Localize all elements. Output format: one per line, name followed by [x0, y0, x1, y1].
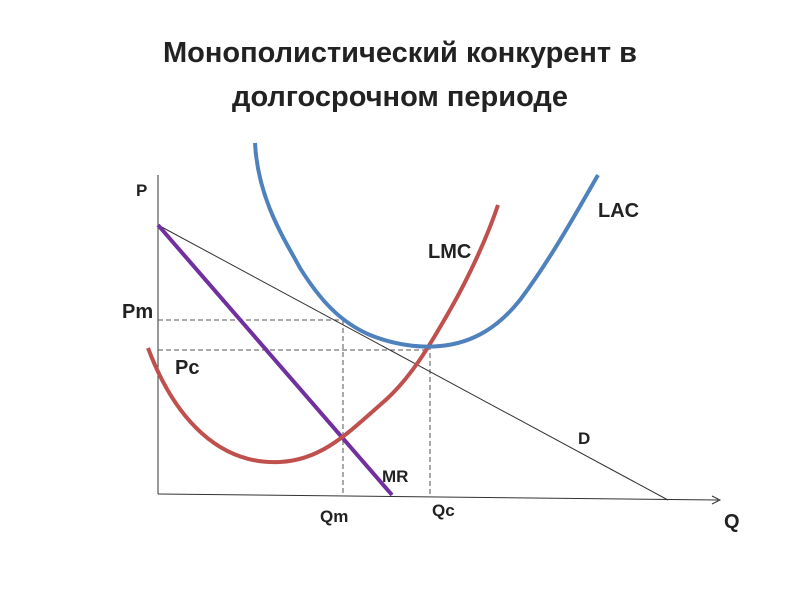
title: Монополистический конкурент в: [163, 37, 637, 69]
x-arrow: [711, 495, 722, 505]
x-axis: [157, 493, 719, 501]
title: долгосрочном периоде: [232, 81, 568, 113]
demand-line: [157, 224, 669, 501]
y-axis-label: P: [136, 181, 147, 200]
lmc-label: LMC: [428, 241, 471, 263]
lac-curve: [253, 142, 600, 349]
pc-label: Pc: [175, 357, 199, 379]
demand-label: D: [578, 429, 590, 448]
pm-label: Pm: [122, 301, 153, 323]
mr-label: MR: [382, 467, 408, 486]
qm-label: Qm: [320, 507, 348, 526]
x-axis-label: Q: [724, 511, 740, 533]
mr-line: [156, 223, 394, 497]
lmc-curve: [146, 204, 500, 465]
qc-label: Qc: [432, 501, 455, 520]
lac-label: LAC: [598, 200, 639, 222]
guides: [158, 319, 431, 497]
